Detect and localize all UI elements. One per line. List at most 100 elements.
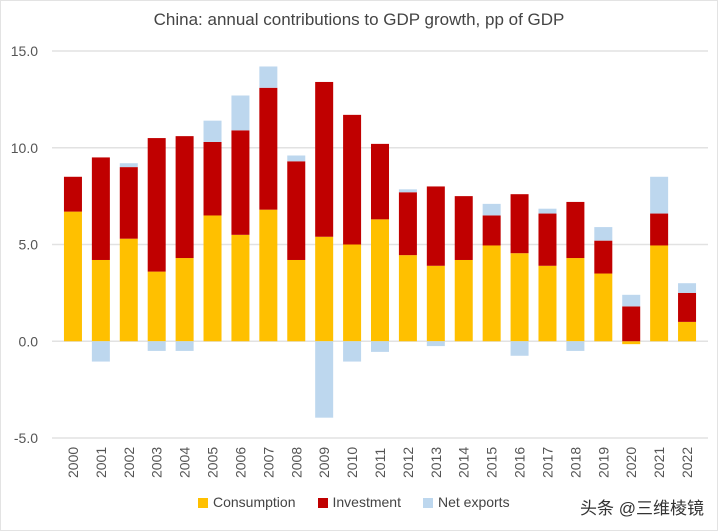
bar-investment <box>259 87 278 210</box>
legend-swatch <box>317 498 328 509</box>
bar-net-exports <box>594 227 613 241</box>
bar-investment <box>566 201 585 259</box>
bar-consumption <box>510 253 529 342</box>
legend-item-net-exports: Net exports <box>422 494 510 510</box>
bar-net-exports <box>147 341 166 351</box>
legend-swatch <box>198 498 208 509</box>
bar-investment <box>426 186 445 266</box>
x-tick-label: 2016 <box>512 447 528 478</box>
bar-investment <box>315 81 334 237</box>
bar-investment <box>538 213 557 266</box>
bar-net-exports <box>315 341 334 418</box>
x-tick-label: 2011 <box>372 448 388 478</box>
bar-consumption <box>371 219 389 342</box>
bar-consumption <box>119 238 138 342</box>
bar-net-exports <box>622 294 641 307</box>
bar-investment <box>119 167 138 239</box>
x-tick-label: 2002 <box>121 447 137 478</box>
bar-investment <box>203 141 222 216</box>
x-tick-label: 2006 <box>232 447 248 478</box>
bar-net-exports <box>510 341 529 356</box>
x-tick-label: 2005 <box>205 447 221 478</box>
bar-net-exports <box>91 341 110 362</box>
x-tick-label: 2003 <box>149 447 165 478</box>
bar-investment <box>622 306 641 342</box>
bar-consumption <box>538 265 557 342</box>
legend-item-investment: Investment <box>317 494 401 510</box>
bar-investment <box>482 215 501 246</box>
bar-net-exports <box>426 341 445 347</box>
bar-consumption <box>175 258 194 342</box>
legend: Consumption Investment Net exports <box>198 494 510 510</box>
bar-investment <box>343 114 362 245</box>
bar-net-exports <box>566 341 585 351</box>
x-tick-label: 2012 <box>400 447 416 478</box>
bar-consumption <box>566 258 585 342</box>
bar-net-exports <box>482 203 501 216</box>
bar-investment <box>91 157 110 260</box>
bar-investment <box>510 194 529 254</box>
watermark: 头条 @三维棱镜 <box>580 499 704 518</box>
x-tick-label: 2022 <box>679 447 695 478</box>
bar-consumption <box>315 236 334 342</box>
x-tick-label: 2007 <box>260 447 276 478</box>
bar-investment <box>398 192 417 256</box>
bar-investment <box>63 176 82 212</box>
bar-consumption <box>287 259 306 342</box>
x-tick-label: 2021 <box>651 447 667 478</box>
bar-consumption <box>678 321 697 342</box>
x-tick-label: 2001 <box>93 447 109 478</box>
legend-item-consumption: Consumption <box>198 494 296 510</box>
bar-consumption <box>398 255 417 342</box>
bar-investment <box>650 213 669 246</box>
bar-net-exports <box>678 283 697 293</box>
y-tick-label: 5.0 <box>19 237 39 253</box>
bar-consumption <box>594 273 613 342</box>
bar-consumption <box>622 341 641 345</box>
x-tick-label: 2009 <box>316 447 332 478</box>
bar-net-exports <box>343 341 362 362</box>
legend-swatch <box>422 498 433 509</box>
x-tick-label: 2020 <box>623 447 639 478</box>
bar-investment <box>454 196 473 260</box>
bar-investment <box>231 130 250 235</box>
bar-investment <box>678 292 697 322</box>
bar-consumption <box>147 271 166 342</box>
x-tick-label: 2018 <box>567 447 583 478</box>
bar-investment <box>594 240 613 274</box>
bar-consumption <box>426 265 445 342</box>
y-tick-label: 10.0 <box>11 140 38 156</box>
bar-investment <box>175 136 194 259</box>
bar-net-exports <box>371 341 389 352</box>
x-tick-label: 2014 <box>456 447 472 478</box>
legend-label: Net exports <box>437 494 510 510</box>
x-tick-label: 2019 <box>595 447 611 478</box>
bar-consumption <box>454 259 473 342</box>
x-tick-label: 2013 <box>428 447 444 478</box>
y-tick-label: -5.0 <box>14 430 38 446</box>
bar-consumption <box>231 234 250 342</box>
bar-net-exports <box>398 189 417 193</box>
bar-consumption <box>650 245 669 342</box>
legend-label: Investment <box>332 494 401 510</box>
bar-net-exports <box>231 95 250 131</box>
x-tick-label: 2000 <box>65 447 81 478</box>
legend-label: Consumption <box>213 494 296 510</box>
bar-net-exports <box>650 176 669 214</box>
bar-investment <box>147 138 166 272</box>
bar-investment <box>287 161 306 260</box>
bar-net-exports <box>538 208 557 214</box>
x-tick-label: 2004 <box>177 447 193 478</box>
x-tick-label: 2010 <box>344 447 360 478</box>
bar-net-exports <box>203 120 222 142</box>
chart-title: China: annual contributions to GDP growt… <box>153 10 565 29</box>
bar-net-exports <box>287 155 306 162</box>
bar-consumption <box>482 245 501 342</box>
bar-consumption <box>259 209 278 342</box>
bar-consumption <box>343 244 362 342</box>
x-tick-label: 2008 <box>288 447 304 478</box>
x-tick-label: 2015 <box>484 447 500 478</box>
y-tick-label: 15.0 <box>11 43 38 59</box>
y-tick-label: 0.0 <box>19 333 39 349</box>
